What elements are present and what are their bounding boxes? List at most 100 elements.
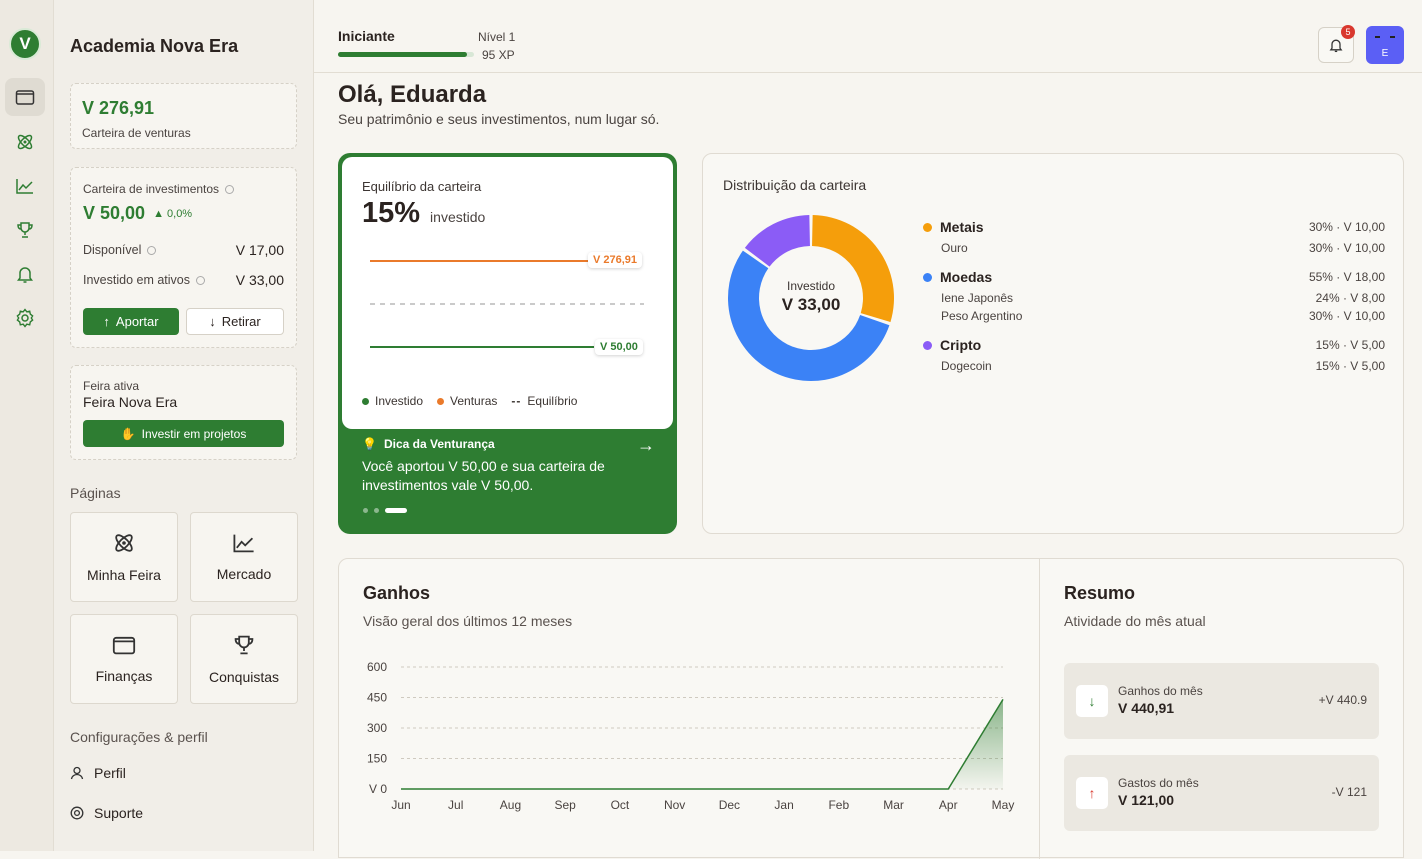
distribution-item-name: Dogecoin [941, 359, 992, 372]
greeting-title: Olá, Eduarda [338, 81, 486, 109]
arrow-up-icon: ↑ [1076, 777, 1108, 809]
earnings-area [401, 699, 1003, 789]
x-tick-label: Apr [939, 798, 958, 812]
top-bar: Iniciante Nível 1 95 XP 5 E [314, 0, 1422, 73]
legend-dot [923, 341, 932, 350]
distribution-panel: Distribuição da carteira Investido V 33,… [702, 153, 1404, 534]
notifications-button[interactable]: 5 [1318, 27, 1354, 63]
carousel-dot-active[interactable] [385, 508, 407, 513]
arrow-down-icon: ↓ [209, 314, 216, 329]
rail-gear-icon[interactable] [5, 299, 45, 337]
rail-bell-icon[interactable] [5, 255, 45, 293]
hand-coin-icon: ✋ [121, 427, 136, 441]
rail-atom-icon[interactable] [5, 123, 45, 161]
ventures-wallet-card[interactable]: V 276,91 Carteira de venturas [70, 83, 297, 149]
app-logo[interactable]: V [9, 28, 41, 60]
legend-ventures: Venturas [437, 394, 497, 408]
summary-title: Resumo [1064, 583, 1135, 604]
balance-chart-panel: Equilíbrio da carteira 15% investido V 2… [342, 157, 673, 429]
expense-value: V 121,00 [1118, 792, 1174, 808]
distribution-group-value: 55% · V 18,00 [1309, 270, 1385, 284]
active-fair-name: Feira Nova Era [83, 394, 177, 410]
x-tick-label: Sep [555, 798, 577, 812]
legend-dot [923, 273, 932, 282]
investment-amount-row: V 50,00 ▲ 0,0% [83, 203, 192, 224]
x-tick-label: Nov [664, 798, 685, 812]
x-tick-label: May [992, 798, 1015, 812]
distribution-item-value: 30% · V 10,00 [1309, 309, 1385, 322]
invest-projects-button[interactable]: ✋Investir em projetos [83, 420, 284, 447]
profile-link[interactable]: Perfil [70, 765, 126, 781]
distribution-group-value: 30% · V 10,00 [1309, 220, 1385, 234]
donut-center-value: V 33,00 [727, 295, 895, 315]
support-link[interactable]: Suporte [70, 805, 143, 821]
income-delta: +V 440.9 [1319, 693, 1367, 707]
x-tick-label: Jun [391, 798, 410, 812]
tip-title-row: 💡Dica da Venturança [362, 437, 495, 451]
page-card-mercado[interactable]: Mercado [190, 512, 298, 602]
distribution-item-name: Peso Argentino [941, 309, 1022, 322]
x-tick-label: Dec [719, 798, 740, 812]
info-icon[interactable] [147, 246, 156, 255]
y-tick-label: 300 [367, 721, 387, 735]
y-tick-label: V 0 [369, 782, 387, 796]
earnings-line [401, 699, 1003, 789]
income-value: V 440,91 [1118, 700, 1174, 716]
lifebuoy-icon [70, 806, 84, 820]
distribution-item-value: 24% · V 8,00 [1316, 291, 1385, 304]
y-tick-label: 600 [367, 660, 387, 674]
donut-center: Investido V 33,00 [727, 279, 895, 315]
withdraw-button[interactable]: ↓Retirar [186, 308, 284, 335]
investment-wallet-card: Carteira de investimentos V 50,00 ▲ 0,0%… [70, 167, 297, 348]
active-fair-label: Feira ativa [83, 379, 139, 393]
balance-card: Equilíbrio da carteira 15% investido V 2… [338, 153, 677, 534]
legend-dot [362, 398, 369, 405]
distribution-group-name: Moedas [923, 269, 992, 285]
wallet-icon [112, 634, 136, 656]
invested-assets-value: V 33,00 [236, 272, 284, 288]
info-icon[interactable] [196, 276, 205, 285]
ventures-tag: V 276,91 [588, 252, 642, 268]
avatar[interactable]: E [1366, 26, 1404, 64]
legend-dot [437, 398, 444, 405]
carousel-dots[interactable] [363, 508, 407, 513]
ventures-amount: V 276,91 [82, 98, 154, 119]
app-name: Academia Nova Era [70, 36, 238, 57]
legend-dash: -- [511, 394, 521, 408]
page-card-minha-feira[interactable]: Minha Feira [70, 512, 178, 602]
rail-trophy-icon[interactable] [5, 211, 45, 249]
page-card-conquistas[interactable]: Conquistas [190, 614, 298, 704]
legend-dot [923, 223, 932, 232]
carousel-dot[interactable] [363, 508, 368, 513]
rail-wallet-icon[interactable] [5, 78, 45, 116]
distribution-group-header: Moedas 55% · V 18,00 [923, 268, 1385, 286]
arrow-right-icon[interactable]: → [637, 435, 655, 456]
available-label: Disponível [83, 243, 156, 257]
pages-title: Páginas [70, 485, 121, 501]
y-tick-label: 450 [367, 691, 387, 705]
info-icon[interactable] [225, 185, 234, 194]
income-label: Ganhos do mês [1118, 684, 1203, 698]
legend-balance: --Equilíbrio [511, 394, 577, 408]
donut-center-label: Investido [727, 279, 895, 293]
distribution-item: Peso Argentino 30% · V 10,00 [923, 309, 1385, 322]
page-card-financas[interactable]: Finanças [70, 614, 178, 704]
investment-change-badge: ▲ 0,0% [153, 208, 192, 220]
xp-progress-bar [338, 52, 474, 57]
earnings-panel: Ganhos Visão geral dos últimos 12 meses … [338, 558, 1404, 858]
rail-chart-icon[interactable] [5, 167, 45, 205]
deposit-button[interactable]: ↑Aportar [83, 308, 179, 335]
distribution-group-value: 15% · V 5,00 [1316, 338, 1385, 352]
tip-text: Você aportou V 50,00 e sua carteira de i… [362, 457, 642, 495]
xp-progress-fill [338, 52, 467, 57]
avatar-eye [1375, 36, 1380, 38]
carousel-dot[interactable] [374, 508, 379, 513]
invested-assets-label: Investido em ativos [83, 273, 205, 287]
group-name-text: Moedas [940, 269, 992, 285]
